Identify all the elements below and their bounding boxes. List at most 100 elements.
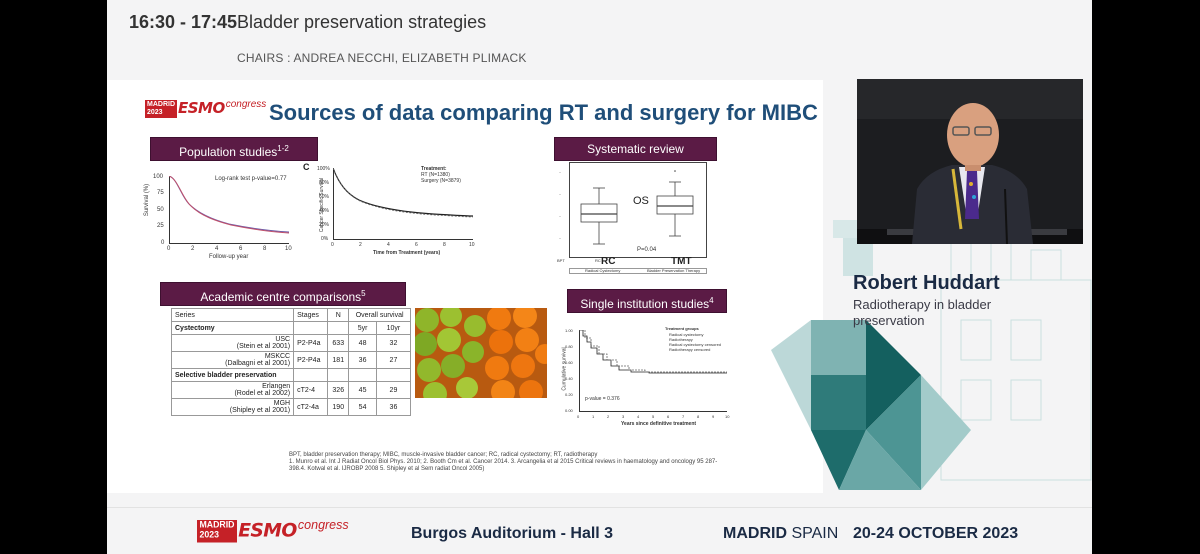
cell-stage: P2-P4a xyxy=(293,351,329,369)
y-tick: 100% xyxy=(317,166,330,172)
presentation-slide: MADRID 2023 ESMO congress Sources of data… xyxy=(107,80,823,493)
section-academic-comparisons: Academic centre comparisons5 xyxy=(160,282,406,306)
cell-n: 181 xyxy=(327,351,350,369)
panel-letter: C xyxy=(303,162,310,172)
cell-ref: (Dalbagni et al 2001) xyxy=(225,360,291,367)
session-header: 16:30 - 17:45 Bladder preservation strat… xyxy=(107,0,1092,72)
cell-stage: P2-P4a xyxy=(293,334,329,352)
table-row: Selective bladder preservation xyxy=(170,368,412,382)
header-overall-survival: Overall survival xyxy=(348,308,411,322)
table-row: MSKCC (Dalbagni et al 2001) P2-P4a 181 36… xyxy=(170,351,412,369)
y-tick: 25 xyxy=(157,223,164,229)
y-tick: 0.40 xyxy=(565,376,573,381)
y-axis-label: Cumulative survival xyxy=(561,347,568,391)
y-tick: 0 xyxy=(161,240,165,246)
cell-ref: (Stein et al 2001) xyxy=(236,343,291,350)
table-row: USC (Stein et al 2001) P2-P4a 633 48 32 xyxy=(170,334,412,352)
pvalue-label: p-value = 0.376 xyxy=(585,396,620,402)
cell-series: MSKCC xyxy=(264,353,291,360)
y-tick: 0.20 xyxy=(565,392,573,397)
venue-hall: Burgos Auditorium - Hall 3 xyxy=(411,525,614,542)
section-single-institution: Single institution studies4 xyxy=(567,289,727,313)
esmo-logo: MADRID 2023 ESMO congress xyxy=(145,99,267,118)
km-curves xyxy=(169,176,289,234)
x-tick: 4 xyxy=(387,242,390,248)
legend-item: Radical cystectomy xyxy=(669,332,704,337)
category-rc: RC xyxy=(601,256,616,267)
session-chairs: CHAIRS : ANDREA NECCHI, ELIZABETH PLIMAC… xyxy=(237,51,527,65)
table-row: MGH (Shipley et al 2001) cT2-4a 190 54 36 xyxy=(170,398,412,416)
x-tick: 7 xyxy=(682,414,685,419)
x-tick: 10 xyxy=(725,414,730,419)
legend-title: Treatment: xyxy=(421,166,447,172)
table-header-row: Series Stages N Overall survival xyxy=(170,308,411,322)
x-tick: 0 xyxy=(167,246,171,252)
x-tick: 6 xyxy=(415,242,418,248)
x-tick: 5 xyxy=(652,414,655,419)
y-tick: 0.60 xyxy=(565,360,573,365)
speaker-role: Radiotherapy in bladder preservation xyxy=(853,297,992,328)
cell-5yr: 48 xyxy=(348,334,377,352)
group-bladder-preservation: Selective bladder preservation xyxy=(170,368,295,382)
x-axis-label: Years since definitive treatment xyxy=(621,421,697,427)
subheader-10yr: 10yr xyxy=(375,321,412,335)
legend-item: Radiotherapy xyxy=(669,337,693,342)
x-tick: 8 xyxy=(443,242,446,248)
cell-10yr: 29 xyxy=(375,381,412,399)
cell-stage: cT2-4a xyxy=(293,398,329,416)
x-tick: 3 xyxy=(622,414,625,419)
cell-ref: (Rodel et al 2002) xyxy=(234,390,291,397)
single-institution-survival-chart: Cumulative survival 1.00 0.80 0.60 0.40 … xyxy=(557,326,732,438)
x-tick: 2 xyxy=(607,414,610,419)
x-tick: 8 xyxy=(263,246,267,252)
section-population-studies: Population studies1-2 xyxy=(150,137,318,161)
header-series: Series xyxy=(170,308,295,322)
x-tick: 1 xyxy=(592,414,595,419)
pvalue-label: P=0.04 xyxy=(637,247,657,253)
event-dates: 20-24 OCTOBER 2023 xyxy=(853,525,1019,542)
legend-bpt: Bladder Preservation Therapy xyxy=(647,268,701,273)
x-tick: 10 xyxy=(285,246,292,252)
cell-ref: (Shipley et al 2001) xyxy=(229,407,291,414)
slide-footnote: BPT, bladder preservation therapy; MIBC,… xyxy=(289,452,739,473)
venue-location: MADRID SPAIN xyxy=(723,525,839,542)
table-row: Cystectomy 5yr 10yr xyxy=(170,321,412,335)
cell-10yr: 32 xyxy=(375,334,412,352)
cell-5yr: 54 xyxy=(348,398,377,416)
x-tick: 6 xyxy=(667,414,670,419)
academic-comparisons-table: Series Stages N Overall survival Cystect… xyxy=(170,308,412,416)
x-tick: 8 xyxy=(697,414,700,419)
footnote-line: BPT, bladder preservation therapy; MIBC,… xyxy=(289,452,598,458)
y-tick: 75 xyxy=(157,190,164,196)
cell-10yr: 27 xyxy=(375,351,412,369)
section-systematic-review: Systematic review xyxy=(554,137,717,161)
x-tick: 6 xyxy=(239,246,243,252)
footnote-line: 398.4. Kotwal et al. IJROBP 2008 5. Ship… xyxy=(289,466,485,472)
group-cystectomy: Cystectomy xyxy=(170,321,295,335)
x-tick: 0 xyxy=(331,242,334,248)
y-tick: 0% xyxy=(321,236,329,242)
cell-10yr: 36 xyxy=(375,398,412,416)
x-axis-text: RC xyxy=(595,258,601,263)
x-tick: 4 xyxy=(215,246,219,252)
x-tick: 10 xyxy=(469,242,475,248)
cell-series: Erlangen xyxy=(262,383,291,390)
y-tick: 40% xyxy=(319,208,330,214)
speaker-name: Robert Huddart xyxy=(853,272,1000,294)
css-curves xyxy=(333,168,473,218)
y-axis-label: Survival (%) xyxy=(144,183,151,217)
legend-item: Radiotherapy censored xyxy=(669,347,711,352)
x-axis-text: BPT xyxy=(557,258,565,263)
cell-series: MGH xyxy=(273,400,291,407)
legend-rt: RT (N=1380) xyxy=(421,172,450,178)
legend-surgery: Surgery (N=3879) xyxy=(421,178,461,184)
table-row: Erlangen (Rodel et al 2002) cT2-4 326 45 … xyxy=(170,381,412,399)
boxplot-shapes xyxy=(580,170,694,245)
header-stages: Stages xyxy=(293,308,329,322)
cell-5yr: 36 xyxy=(348,351,377,369)
decorative-architecture-graphic xyxy=(771,219,1092,490)
x-tick: 9 xyxy=(712,414,715,419)
x-tick: 0 xyxy=(577,414,580,419)
cell-n: 190 xyxy=(327,398,350,416)
cell-5yr: 45 xyxy=(348,381,377,399)
